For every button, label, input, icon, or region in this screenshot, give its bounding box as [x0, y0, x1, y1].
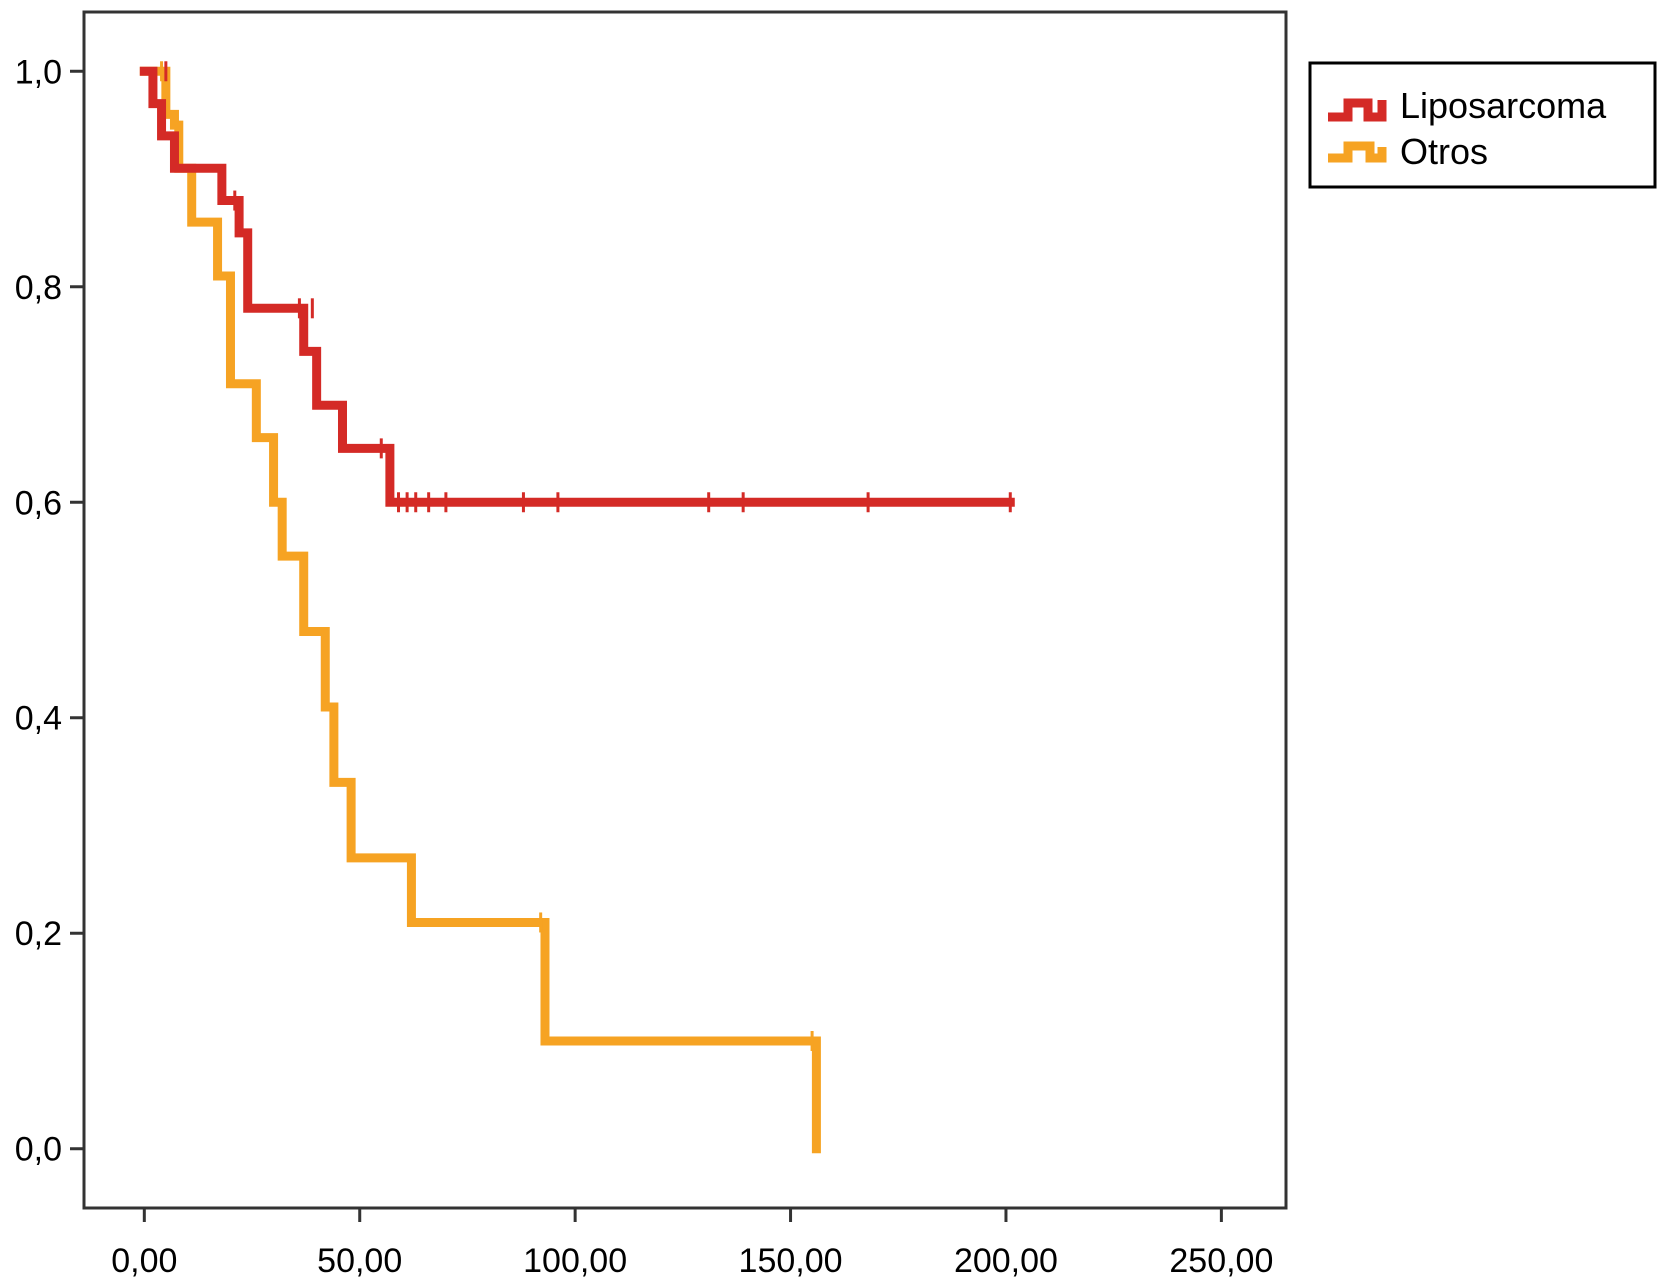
legend-swatch-liposarcoma: [1328, 98, 1387, 122]
x-tick-label: 200,00: [954, 1242, 1058, 1280]
legend-box: [1308, 61, 1657, 189]
x-tick-label: 50,00: [317, 1242, 402, 1280]
y-tick-label: 1,0: [15, 53, 62, 91]
legend-label-otros: Otros: [1400, 131, 1488, 172]
series-layer: [139, 61, 1015, 1154]
y-tick-label: 0,8: [15, 269, 62, 307]
y-tick-label: 0,4: [15, 700, 62, 738]
y-tick-label: 0,6: [15, 484, 62, 522]
x-tick-label: 150,00: [739, 1242, 843, 1280]
y-axis: 0,0 0,2 0,4 0,6 0,8 1,0: [15, 53, 84, 1169]
x-tick-label: 100,00: [523, 1242, 627, 1280]
legend: Liposarcoma Otros: [1308, 61, 1657, 189]
x-tick-label: 250,00: [1169, 1242, 1273, 1280]
x-tick-label: 0,00: [111, 1242, 177, 1280]
series-line-liposarcoma: [139, 66, 1015, 507]
legend-label-liposarcoma: Liposarcoma: [1400, 85, 1607, 126]
legend-swatch-otros: [1328, 141, 1387, 163]
y-tick-label: 0,2: [15, 915, 62, 953]
plot-frame: [82, 10, 1288, 1210]
x-axis: 0,00 50,00 100,00 150,00 200,00 250,00: [111, 1208, 1273, 1280]
y-tick-label: 0,0: [15, 1131, 62, 1169]
